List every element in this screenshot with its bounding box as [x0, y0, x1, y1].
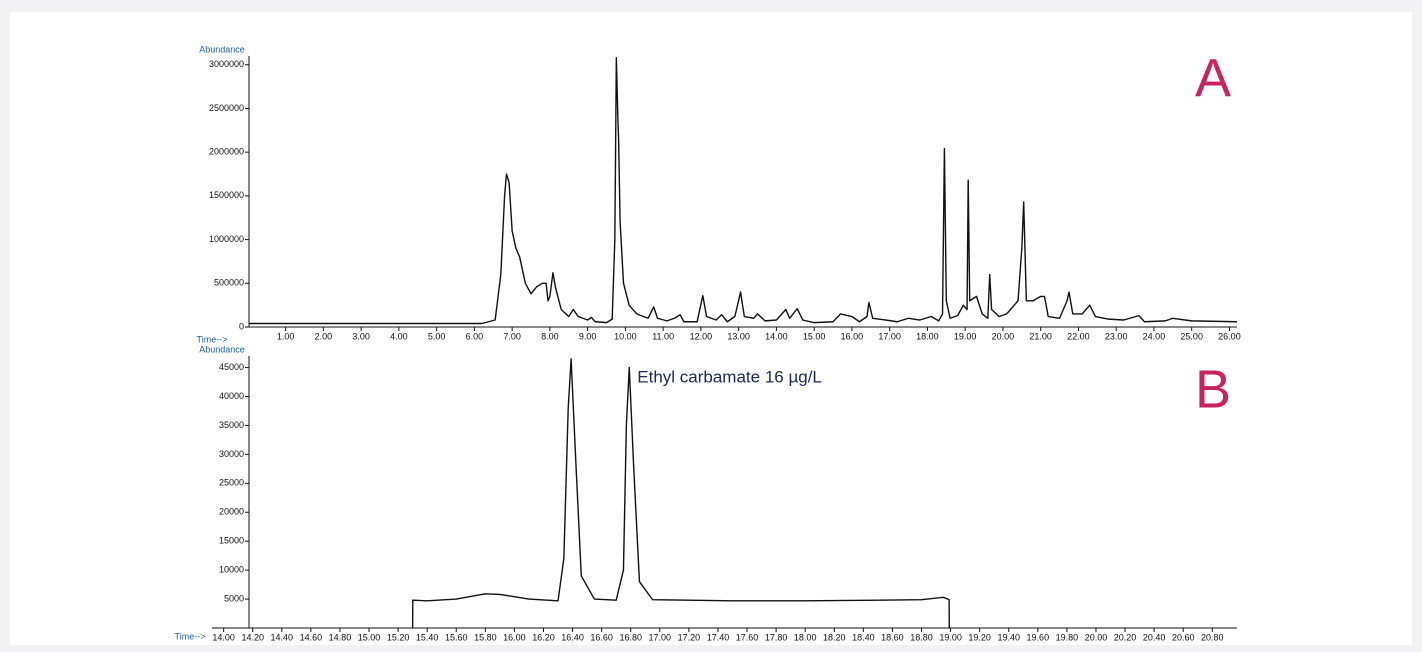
- y-tick-label: 0: [239, 321, 244, 331]
- x-tick-label: 14.40: [271, 632, 294, 642]
- x-tick-label: 15.60: [445, 632, 468, 642]
- x-tick-label: 16.00: [503, 632, 526, 642]
- x-tick-label: 14.80: [329, 632, 352, 642]
- x-axis-label: Time-->: [197, 334, 228, 344]
- panel-label: A: [1195, 48, 1231, 108]
- x-tick-label: 17.80: [765, 632, 788, 642]
- x-tick-label: 9.00: [579, 331, 597, 341]
- x-tick-label: 19.20: [968, 632, 991, 642]
- x-tick-label: 6.00: [466, 331, 484, 341]
- y-tick-label: 5000: [224, 593, 244, 603]
- y-tick-label: 3000000: [209, 59, 244, 69]
- x-tick-label: 18.60: [881, 632, 904, 642]
- x-tick-label: 24.00: [1143, 331, 1166, 341]
- y-tick-label: 2000000: [209, 147, 244, 157]
- x-tick-label: 14.00: [765, 331, 788, 341]
- x-tick-label: 19.00: [939, 632, 962, 642]
- x-axis-label: Time-->: [175, 631, 206, 641]
- x-tick-label: 16.80: [619, 632, 642, 642]
- y-tick-label: 20000: [219, 507, 244, 517]
- x-tick-label: 16.60: [590, 632, 613, 642]
- y-tick-label: 35000: [219, 420, 244, 430]
- x-tick-label: 1.00: [277, 331, 295, 341]
- x-tick-label: 15.80: [474, 632, 497, 642]
- x-tick-label: 17.00: [649, 632, 672, 642]
- x-tick-label: 4.00: [390, 331, 408, 341]
- x-tick-label: 26.00: [1218, 331, 1241, 341]
- y-tick-label: 10000: [219, 565, 244, 575]
- chromatogram-line: [411, 358, 950, 629]
- x-tick-label: 22.00: [1067, 331, 1090, 341]
- x-tick-label: 20.40: [1143, 632, 1166, 642]
- x-tick-label: 23.00: [1105, 331, 1128, 341]
- x-tick-label: 19.00: [954, 331, 977, 341]
- x-tick-label: 18.20: [823, 632, 846, 642]
- x-tick-label: 16.00: [841, 331, 864, 341]
- chromatogram-line: [249, 57, 1238, 325]
- panel-label: B: [1195, 359, 1231, 419]
- x-tick-label: 14.20: [241, 632, 264, 642]
- panel-background: [10, 12, 1412, 645]
- x-tick-label: 14.60: [300, 632, 323, 642]
- x-tick-label: 12.00: [690, 331, 713, 341]
- y-tick-label: 1500000: [209, 190, 244, 200]
- x-tick-label: 10.00: [614, 331, 637, 341]
- x-tick-label: 11.00: [652, 331, 674, 341]
- x-tick-label: 19.80: [1056, 632, 1079, 642]
- x-tick-label: 16.40: [561, 632, 584, 642]
- x-tick-label: 18.00: [794, 632, 817, 642]
- y-tick-label: 1000000: [209, 234, 244, 244]
- x-tick-label: 19.40: [997, 632, 1020, 642]
- x-tick-label: 18.80: [910, 632, 933, 642]
- x-tick-label: 15.00: [803, 331, 826, 341]
- x-tick-label: 5.00: [428, 331, 446, 341]
- x-tick-label: 17.00: [878, 331, 901, 341]
- y-tick-label: 25000: [219, 478, 244, 488]
- x-tick-label: 25.00: [1180, 331, 1203, 341]
- y-tick-label: 45000: [219, 362, 244, 372]
- x-tick-label: 18.00: [916, 331, 939, 341]
- x-tick-label: 20.00: [1085, 632, 1108, 642]
- x-tick-label: 20.80: [1201, 632, 1224, 642]
- x-tick-label: 3.00: [352, 331, 370, 341]
- x-tick-label: 15.20: [387, 632, 410, 642]
- x-tick-label: 13.00: [727, 331, 750, 341]
- x-tick-label: 21.00: [1029, 331, 1052, 341]
- x-tick-label: 16.20: [532, 632, 555, 642]
- x-tick-label: 8.00: [541, 331, 559, 341]
- x-tick-label: 2.00: [315, 331, 333, 341]
- x-tick-label: 20.20: [1114, 632, 1137, 642]
- x-tick-label: 15.00: [358, 632, 381, 642]
- x-tick-label: 14.00: [212, 632, 235, 642]
- y-axis-label: Abundance: [199, 44, 245, 54]
- x-tick-label: 17.20: [678, 632, 701, 642]
- x-tick-label: 7.00: [503, 331, 521, 341]
- x-tick-label: 20.60: [1172, 632, 1195, 642]
- x-tick-label: 17.60: [736, 632, 759, 642]
- y-tick-label: 40000: [219, 391, 244, 401]
- x-tick-label: 15.40: [416, 632, 439, 642]
- y-tick-label: 500000: [214, 278, 244, 288]
- annotation: Ethyl carbamate 16 µg/L: [637, 367, 822, 386]
- y-tick-label: 30000: [219, 449, 244, 459]
- y-tick-label: 2500000: [209, 103, 244, 113]
- x-tick-label: 18.40: [852, 632, 875, 642]
- y-axis-label: Abundance: [199, 344, 245, 354]
- y-tick-label: 15000: [219, 536, 244, 546]
- x-tick-label: 19.60: [1027, 632, 1050, 642]
- x-tick-label: 20.00: [992, 331, 1015, 341]
- x-tick-label: 17.40: [707, 632, 730, 642]
